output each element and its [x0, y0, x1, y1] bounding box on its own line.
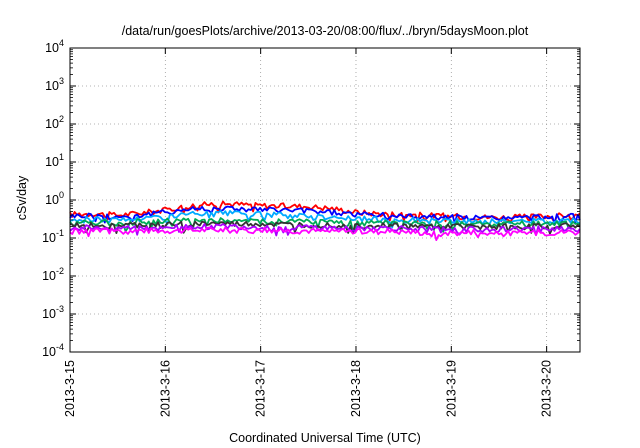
x-tick-label: 2013-3-16 [158, 360, 172, 417]
x-tick-label: 2013-3-20 [540, 360, 554, 417]
y-tick-label: 100 [45, 190, 64, 207]
series-line [69, 205, 581, 225]
x-tick-label: 2013-3-18 [349, 360, 363, 417]
x-tick-label: 2013-3-15 [63, 360, 77, 417]
y-tick-label: 10-2 [42, 266, 64, 283]
series-line [69, 226, 581, 242]
y-tick-label: 102 [45, 114, 64, 131]
x-tick-label: 2013-3-17 [254, 360, 268, 417]
y-tick-label: 101 [45, 152, 64, 169]
x-tick-labels: 2013-3-15 2013-3-16 2013-3-17 2013-3-18 2013… [63, 360, 554, 417]
ticks [69, 47, 580, 353]
grid [70, 48, 580, 352]
y-tick-labels: 10-4 10-3 10-2 10-1 100 101 102 103 104 [42, 38, 64, 359]
y-axis-label: cSv/day [15, 175, 29, 220]
y-tick-label: 103 [45, 76, 64, 93]
x-tick-label: 2013-3-19 [444, 360, 458, 417]
series-line [69, 223, 581, 237]
y-tick-label: 10-3 [42, 304, 64, 321]
series-line [69, 217, 581, 233]
series-line [69, 209, 581, 229]
y-tick-label: 10-1 [42, 228, 64, 245]
chart-title: /data/run/goesPlots/archive/2013-03-20/0… [122, 24, 529, 38]
series-lines [69, 200, 581, 242]
y-tick-label: 10-4 [42, 342, 64, 359]
y-tick-label: 104 [45, 38, 64, 55]
x-axis-label: Coordinated Universal Time (UTC) [229, 431, 421, 445]
